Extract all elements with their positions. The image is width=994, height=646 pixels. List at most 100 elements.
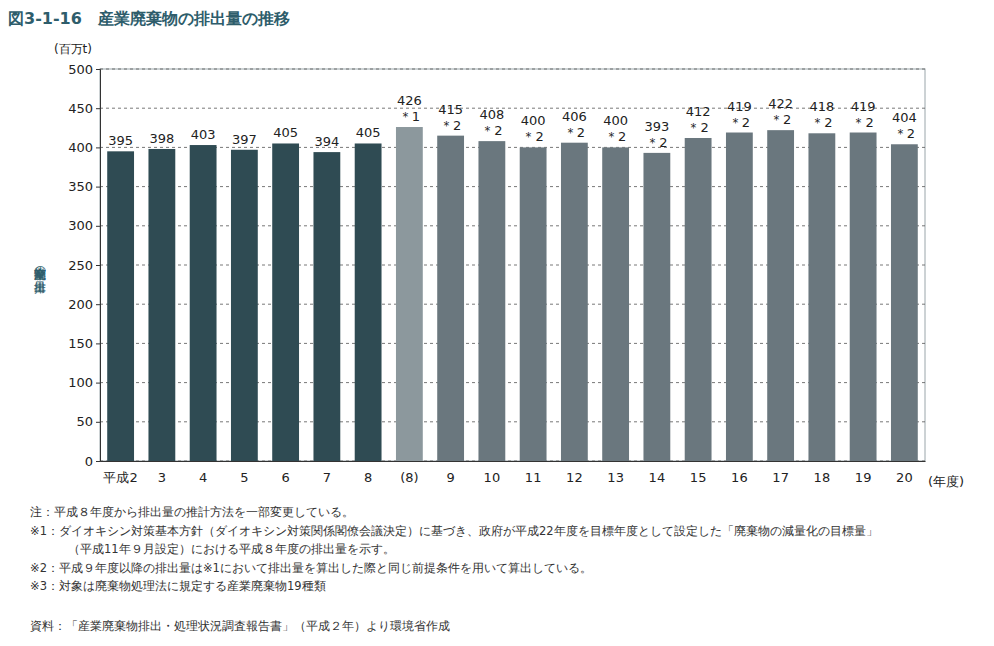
data-label: 405	[273, 125, 298, 140]
grid-line	[100, 186, 925, 187]
y-tick-label: 50	[76, 414, 93, 429]
y-tick-mark	[96, 226, 100, 227]
y-tick-label: 200	[68, 297, 93, 312]
data-label: 398	[149, 131, 174, 146]
data-label: 426	[397, 93, 422, 108]
x-tick-label: 19	[855, 470, 872, 485]
x-tick-label: 10	[484, 470, 501, 485]
y-tick-mark	[96, 422, 100, 423]
grid-line	[100, 225, 925, 226]
chart: 図3-1-16 産業廃棄物の排出量の推移05010015020025030035…	[0, 0, 994, 646]
x-tick: 6	[281, 470, 289, 485]
bar	[767, 130, 794, 461]
bar	[478, 141, 505, 461]
grid-line	[100, 461, 925, 462]
data-label: 400	[521, 113, 546, 128]
y-tick-label: 300	[68, 218, 93, 233]
y-tick-mark	[96, 304, 100, 305]
data-label: 405	[356, 125, 381, 140]
x-tick-label: 4	[199, 470, 207, 485]
y-label: 産業廃棄物の排出量	[33, 258, 47, 294]
y-tick-label: 450	[68, 101, 93, 116]
data-label: 419	[851, 99, 876, 114]
x-tick: 5	[240, 470, 248, 485]
data-label: 394	[314, 134, 339, 149]
grid-line	[100, 108, 925, 109]
bar	[520, 147, 547, 461]
y-tick-label: 0	[85, 454, 93, 469]
y-tick-mark	[96, 187, 100, 188]
bar	[808, 133, 835, 461]
y-tick-label: 400	[68, 140, 93, 155]
data-label: 393	[644, 119, 669, 134]
data-label: 412	[686, 104, 711, 119]
data-note: ＊2	[564, 125, 585, 140]
data-note: ＊2	[729, 115, 750, 130]
bar	[850, 133, 877, 461]
y-tick: 300	[68, 218, 100, 233]
y-tick: 150	[68, 336, 100, 351]
data-label: 419	[727, 99, 752, 114]
bars	[107, 127, 918, 461]
x-tick: 19	[855, 470, 872, 485]
x-tick: 4	[199, 470, 207, 485]
bar	[685, 138, 712, 461]
title: 図3-1-16 産業廃棄物の排出量の推移	[8, 9, 290, 28]
data-label: 406	[562, 109, 587, 124]
note: ※1：ダイオキシン対策基本方針（ダイオキシン対策関係閣僚会議決定）に基づき、政府…	[30, 524, 878, 538]
x-tick-label: (8)	[400, 470, 418, 485]
y-tick-label: 500	[68, 62, 93, 77]
x-tick-label: 13	[607, 470, 624, 485]
y-tick-label: 350	[68, 179, 93, 194]
x-tick-label: 8	[364, 470, 372, 485]
y-tick-mark	[96, 69, 100, 70]
data-label: 395	[108, 133, 133, 148]
bar	[313, 152, 340, 461]
x-tick: 3	[158, 470, 166, 485]
data-note: ＊2	[440, 118, 461, 133]
x-tick: 16	[731, 470, 748, 485]
data-label: 422	[768, 96, 793, 111]
grid-line	[100, 343, 925, 344]
x-tick-label: 14	[649, 470, 666, 485]
grid-line	[100, 69, 925, 70]
x-tick-label: 平成2	[103, 470, 137, 485]
x-tick-label: 20	[896, 470, 913, 485]
data-note: ＊2	[522, 129, 543, 144]
bar	[107, 151, 134, 461]
x-tick-label: 17	[772, 470, 789, 485]
data-note: ＊2	[605, 129, 626, 144]
x-tick: 11	[525, 470, 542, 485]
y-tick-label: 250	[68, 258, 93, 273]
y-tick: 500	[68, 62, 100, 77]
x-tick-label: 9	[446, 470, 454, 485]
x-tick: 18	[814, 470, 831, 485]
x-tick-label: 6	[281, 470, 289, 485]
grid	[100, 69, 925, 461]
x-unit: (年度)	[928, 474, 964, 489]
note: ※2：平成９年度以降の排出量は※1において排出量を算出した際と同じ前提条件を用い…	[30, 561, 592, 575]
y-tick-mark	[96, 383, 100, 384]
x-tick: 12	[566, 470, 583, 485]
grid-line	[100, 265, 925, 266]
data-labels: 395398403397405394405426＊1415＊2408＊2400＊…	[108, 93, 917, 150]
bar	[272, 143, 299, 461]
data-label: 397	[232, 132, 257, 147]
x-tick-label: 16	[731, 470, 748, 485]
data-label: 400	[603, 113, 628, 128]
data-label: 418	[809, 99, 834, 114]
note: ※3：対象は廃棄物処理法に規定する産業廃棄物19種類	[30, 579, 326, 593]
y-tick-mark	[96, 265, 100, 266]
y-tick-mark	[96, 343, 100, 344]
bar	[396, 127, 423, 461]
grid-line	[100, 147, 925, 148]
bar	[437, 136, 464, 461]
y-tick: 450	[68, 101, 100, 116]
y-tick-label: 100	[68, 375, 93, 390]
x-axis: 平成2345678(8)91011121314151617181920	[101, 462, 926, 486]
x-tick: 13	[607, 470, 624, 485]
y-axis: 0 50 100 150 200 250 300 350 400 450 500	[68, 62, 100, 469]
x-tick-label: 12	[566, 470, 583, 485]
bar	[190, 145, 217, 461]
x-tick: 17	[772, 470, 789, 485]
